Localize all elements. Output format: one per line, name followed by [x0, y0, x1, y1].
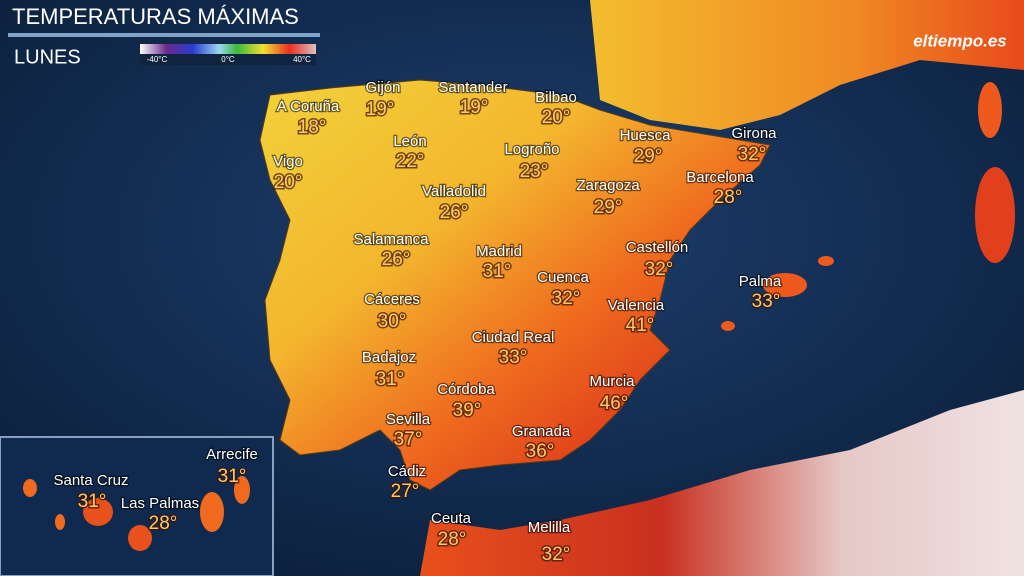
title-rule [8, 33, 320, 37]
city-temp: 28° [149, 513, 178, 534]
city-name: Huesca [620, 127, 672, 144]
city-temp: 31° [483, 261, 512, 282]
city-temp: 32° [552, 288, 581, 309]
city-temp: 36° [526, 441, 555, 462]
city-temp: 31° [218, 466, 247, 487]
france [590, 0, 1024, 130]
city-temp: 23° [520, 161, 549, 182]
city-name: Badajoz [362, 349, 416, 366]
city-temp: 32° [738, 144, 767, 165]
city-temp: 19° [460, 97, 489, 118]
city-temp: 32° [645, 259, 674, 280]
island [234, 476, 250, 504]
city-temp: 46° [600, 393, 629, 414]
city-name: Palma [739, 273, 782, 290]
city-name: Vigo [273, 153, 303, 170]
city-name: Arrecife [206, 446, 258, 463]
city-name: Cáceres [364, 291, 420, 308]
subtitle: LUNES [14, 46, 81, 68]
city-name: Gijón [365, 79, 400, 96]
city-temp: 33° [499, 347, 528, 368]
city-name: Córdoba [437, 381, 495, 398]
city-temp: 32° [542, 544, 571, 565]
city-temp: 19° [366, 99, 395, 120]
city-name: Castellón [626, 239, 689, 256]
city-name: Ciudad Real [472, 329, 555, 346]
city-temp: 29° [634, 146, 663, 167]
logo: eltiempo.es [913, 31, 1007, 50]
city-name: Girona [731, 125, 777, 142]
city-temp: 39° [453, 400, 482, 421]
ibiza [721, 321, 735, 331]
city-name: Salamanca [353, 231, 429, 248]
city-name: Valencia [608, 297, 665, 314]
city-temp: 27° [391, 481, 420, 502]
title: TEMPERATURAS MÁXIMAS [12, 4, 299, 29]
africa [420, 390, 1024, 576]
city-temp: 26° [440, 202, 469, 223]
city-temp: 30° [378, 311, 407, 332]
city-temp: 22° [396, 151, 425, 172]
city-name: León [393, 133, 426, 150]
city-name: Valladolid [422, 183, 486, 200]
mallorca [763, 273, 807, 297]
city-name: Murcia [589, 373, 635, 390]
city-name: Ceuta [431, 510, 472, 527]
city-temp: 20° [274, 172, 303, 193]
city-temp: 20° [542, 107, 571, 128]
legend-label: 40°C [293, 55, 311, 64]
city-name: Barcelona [686, 169, 754, 186]
city-name: Santa Cruz [53, 472, 128, 489]
city-temp: 18° [298, 117, 327, 138]
legend-label-bg [140, 54, 316, 65]
legend-label: -40°C [147, 55, 168, 64]
city-name: Santander [438, 79, 507, 96]
corsica [978, 82, 1002, 138]
city-temp: 28° [438, 529, 467, 550]
city-name: Melilla [528, 519, 571, 536]
island [55, 514, 65, 530]
city-temp: 33° [752, 291, 781, 312]
city-name: Cuenca [537, 269, 589, 286]
city-temp: 26° [382, 249, 411, 270]
city-temp: 29° [594, 197, 623, 218]
island [83, 498, 113, 526]
city-name: Granada [512, 423, 571, 440]
iberia [259, 79, 771, 491]
city-name: Bilbao [535, 89, 577, 106]
city-name: A Coruña [277, 98, 340, 115]
city-temp: 37° [394, 429, 423, 450]
city-name: Sevilla [386, 411, 431, 428]
city-temp: 31° [78, 491, 107, 512]
city-temp: 31° [376, 369, 405, 390]
canarias-inset [0, 436, 274, 576]
city-temp: 41° [626, 315, 655, 336]
island [23, 479, 37, 497]
city-temp: 28° [714, 187, 743, 208]
legend-label: 0°C [221, 55, 235, 64]
legend-scale [140, 44, 316, 54]
city-name: Logroño [504, 141, 559, 158]
island [200, 492, 224, 532]
island [128, 525, 152, 551]
city-name: Madrid [476, 243, 522, 260]
sardinia [975, 167, 1015, 263]
city-name: Las Palmas [121, 495, 199, 512]
menorca [818, 256, 834, 266]
city-name: Zaragoza [576, 177, 640, 194]
city-name: Cádiz [388, 463, 426, 480]
